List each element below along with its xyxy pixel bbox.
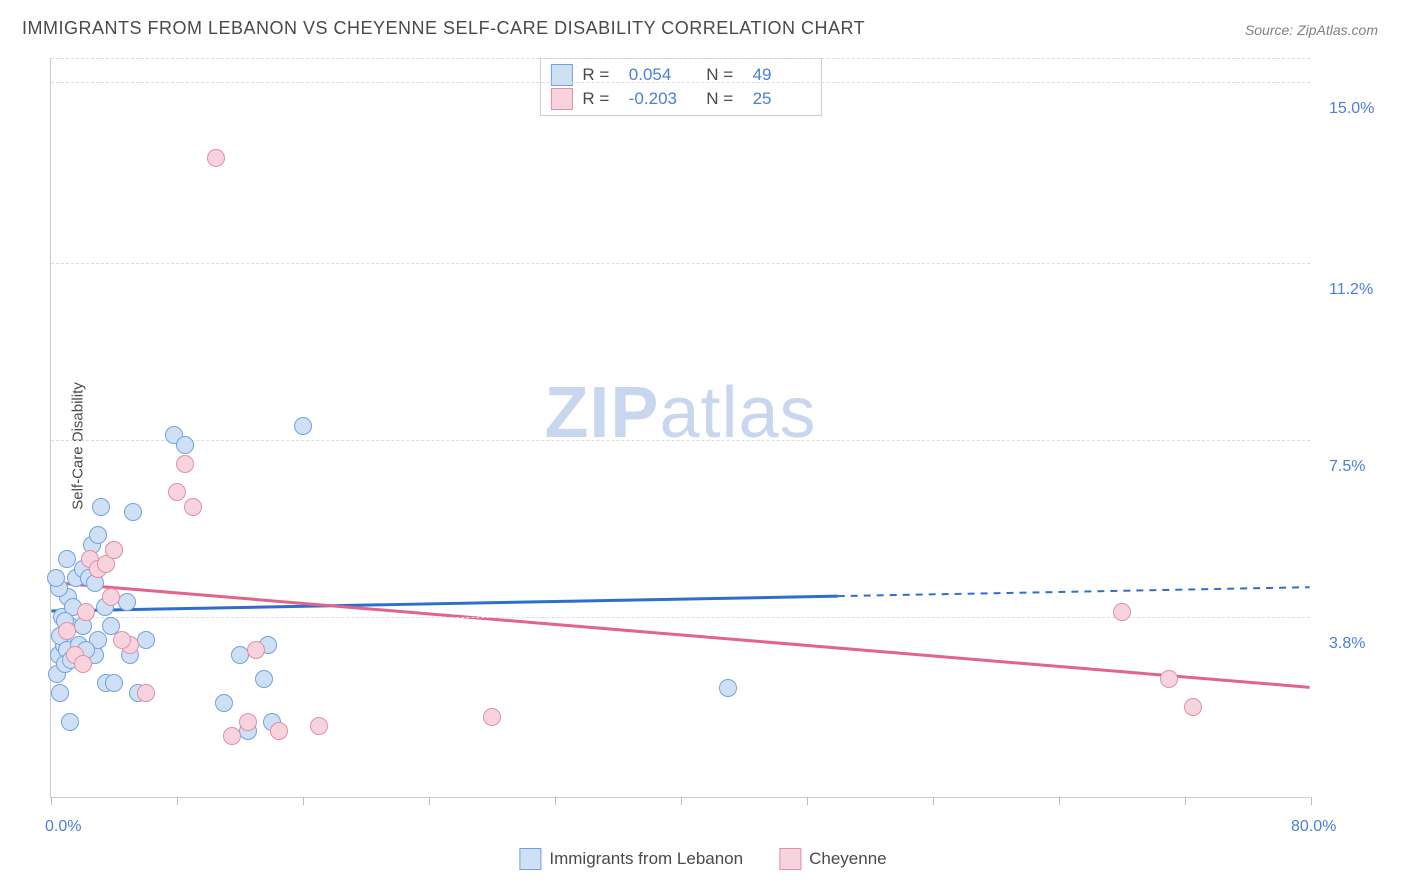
- data-point: [255, 670, 273, 688]
- data-point: [118, 593, 136, 611]
- watermark: ZIPatlas: [544, 372, 816, 454]
- stats-row: R = -0.203 N = 25: [550, 87, 810, 111]
- gridline: [51, 440, 1310, 441]
- data-point: [51, 684, 69, 702]
- y-tick-label: 3.8%: [1329, 635, 1365, 653]
- y-tick-label: 7.5%: [1329, 458, 1365, 476]
- data-point: [92, 498, 110, 516]
- y-tick-label: 11.2%: [1329, 281, 1373, 299]
- data-point: [270, 722, 288, 740]
- trend-lines: [51, 58, 1310, 797]
- gridline: [51, 82, 1310, 83]
- data-point: [1160, 670, 1178, 688]
- x-tick: [555, 797, 556, 805]
- data-point: [47, 569, 65, 587]
- gridline: [51, 263, 1310, 264]
- data-point: [113, 631, 131, 649]
- stats-legend: R = 0.054 N = 49R = -0.203 N = 25: [539, 58, 821, 116]
- data-point: [124, 503, 142, 521]
- data-point: [89, 526, 107, 544]
- chart-title: IMMIGRANTS FROM LEBANON VS CHEYENNE SELF…: [22, 18, 865, 39]
- data-point: [310, 717, 328, 735]
- x-tick: [933, 797, 934, 805]
- x-tick: [681, 797, 682, 805]
- data-point: [247, 641, 265, 659]
- data-point: [223, 727, 241, 745]
- x-tick: [807, 797, 808, 805]
- gridline: [51, 58, 1310, 59]
- data-point: [483, 708, 501, 726]
- data-point: [207, 149, 225, 167]
- x-tick: [51, 797, 52, 805]
- x-tick: [429, 797, 430, 805]
- source-attribution: Source: ZipAtlas.com: [1245, 22, 1378, 38]
- data-point: [184, 498, 202, 516]
- x-min-label: 0.0%: [45, 818, 81, 836]
- x-tick: [1185, 797, 1186, 805]
- x-tick: [303, 797, 304, 805]
- data-point: [105, 541, 123, 559]
- y-tick-label: 15.0%: [1329, 100, 1374, 118]
- series-legend: Immigrants from Lebanon Cheyenne: [519, 848, 886, 870]
- data-point: [1113, 603, 1131, 621]
- legend-swatch: [550, 88, 572, 110]
- data-point: [77, 603, 95, 621]
- data-point: [294, 417, 312, 435]
- data-point: [176, 436, 194, 454]
- data-point: [176, 455, 194, 473]
- data-point: [168, 483, 186, 501]
- data-point: [215, 694, 233, 712]
- legend-label: Immigrants from Lebanon: [549, 849, 743, 869]
- data-point: [1184, 698, 1202, 716]
- data-point: [102, 588, 120, 606]
- legend-label: Cheyenne: [809, 849, 887, 869]
- x-max-label: 80.0%: [1291, 818, 1336, 836]
- data-point: [239, 713, 257, 731]
- data-point: [105, 674, 123, 692]
- legend-swatch: [779, 848, 801, 870]
- stats-row: R = 0.054 N = 49: [550, 63, 810, 87]
- data-point: [74, 655, 92, 673]
- data-point: [719, 679, 737, 697]
- x-tick: [1311, 797, 1312, 805]
- legend-swatch: [519, 848, 541, 870]
- data-point: [137, 631, 155, 649]
- data-point: [61, 713, 79, 731]
- legend-item: Cheyenne: [779, 848, 887, 870]
- legend-item: Immigrants from Lebanon: [519, 848, 743, 870]
- plot-area: ZIPatlas R = 0.054 N = 49R = -0.203 N = …: [50, 58, 1310, 798]
- data-point: [137, 684, 155, 702]
- x-tick: [1059, 797, 1060, 805]
- x-tick: [177, 797, 178, 805]
- data-point: [58, 622, 76, 640]
